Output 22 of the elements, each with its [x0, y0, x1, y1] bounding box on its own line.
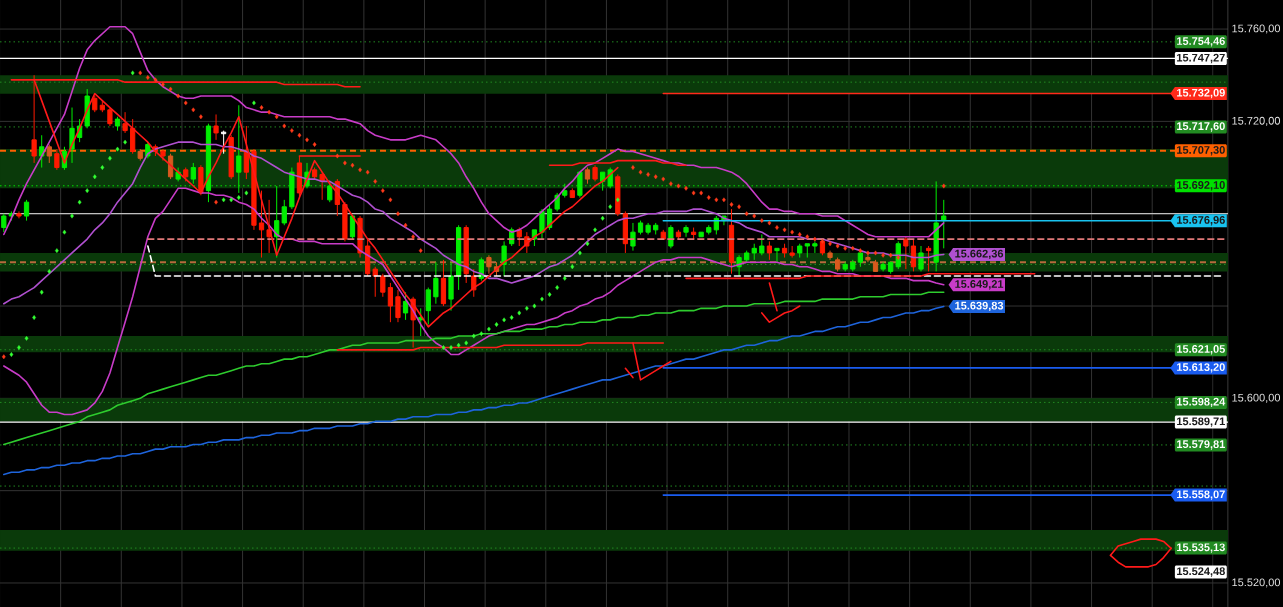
data-label: 15.558,07 — [1177, 490, 1225, 500]
data-label: 15.613,20 — [1177, 363, 1225, 373]
ref-line-label: 15.692,10 — [1177, 181, 1225, 191]
ref-line-label: 15.754,46 — [1177, 37, 1225, 47]
data-label: 15.676,96 — [1177, 216, 1225, 226]
ref-line-label: 15.598,24 — [1177, 397, 1226, 408]
data-label: 15.662,36 — [955, 249, 1004, 260]
ref-line-label: 15.747,27 — [1177, 53, 1225, 64]
ref-line-label: 15.621,05 — [1177, 345, 1225, 355]
ref-line-label: 15.535,13 — [1177, 543, 1225, 553]
data-label: 15.649,21 — [955, 280, 1004, 290]
ref-line-label: 15.707,30 — [1177, 146, 1225, 156]
y-tick-label: 15.760,00 — [1232, 24, 1281, 34]
data-label: 15.639,83 — [955, 301, 1004, 312]
y-tick-label: 15.520,00 — [1232, 578, 1281, 588]
ref-line-label: 15.717,60 — [1177, 122, 1225, 132]
ref-line-label: 15.579,81 — [1177, 440, 1225, 450]
data-label: 15.732,09 — [1177, 88, 1225, 99]
ref-line-label: 15.589,71 — [1177, 417, 1225, 427]
y-tick-label: 15.720,00 — [1232, 116, 1281, 126]
y-tick-label: 15.600,00 — [1232, 393, 1281, 403]
annotation: 15.524,48 — [1177, 567, 1225, 577]
